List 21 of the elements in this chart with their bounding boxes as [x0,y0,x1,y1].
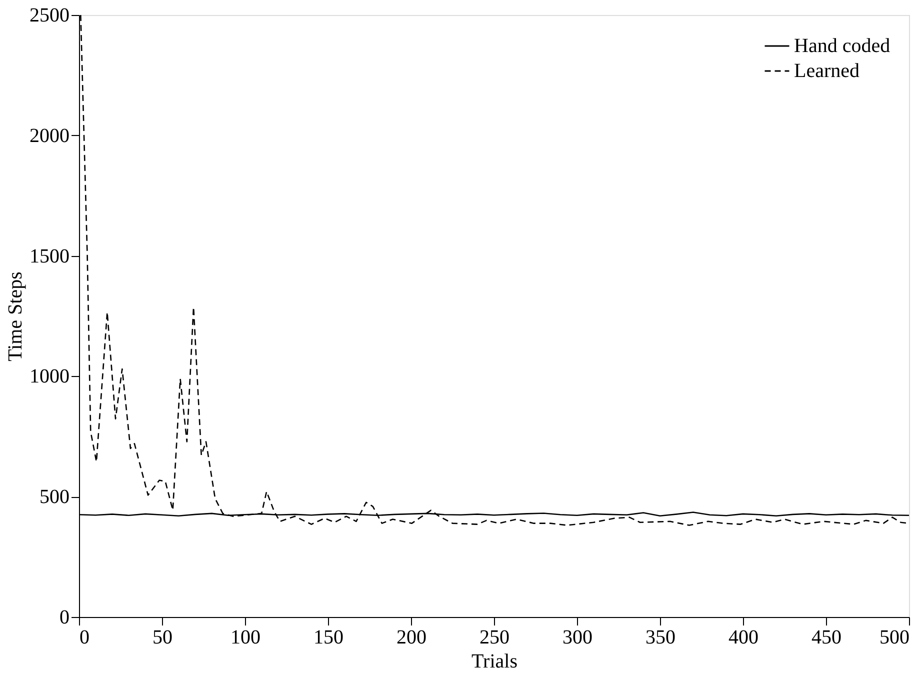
x-tick-label: 350 [646,626,676,648]
y-tick-label: 2000 [30,124,70,147]
x-tick-label: 150 [314,626,344,648]
x-tick-label: 50 [152,626,172,648]
y-tick-label: 500 [40,486,70,508]
x-tick-label: 400 [728,626,758,648]
y-tick-label: 2500 [30,4,70,26]
y-tick-label: 1500 [30,245,70,268]
x-tick-label: 500 [880,626,910,648]
x-axis-title: Trials [472,650,518,672]
x-tick-label: 100 [230,626,260,648]
x-tick-label: 450 [812,626,842,648]
x-tick-label: 200 [396,626,426,648]
y-axis-title: Time Steps [4,271,26,362]
x-tick-label: 300 [562,626,592,648]
y-tick-label: 0 [60,606,70,628]
legend-label: Learned [794,60,860,82]
legend-label: Hand coded [794,35,890,57]
y-tick-label: 1000 [30,366,70,388]
x-tick-label: 250 [480,626,510,648]
x-tick-label: 0 [80,626,90,648]
